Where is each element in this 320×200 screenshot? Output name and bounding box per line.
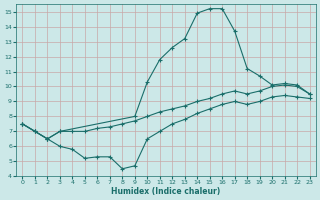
X-axis label: Humidex (Indice chaleur): Humidex (Indice chaleur) [111,187,221,196]
